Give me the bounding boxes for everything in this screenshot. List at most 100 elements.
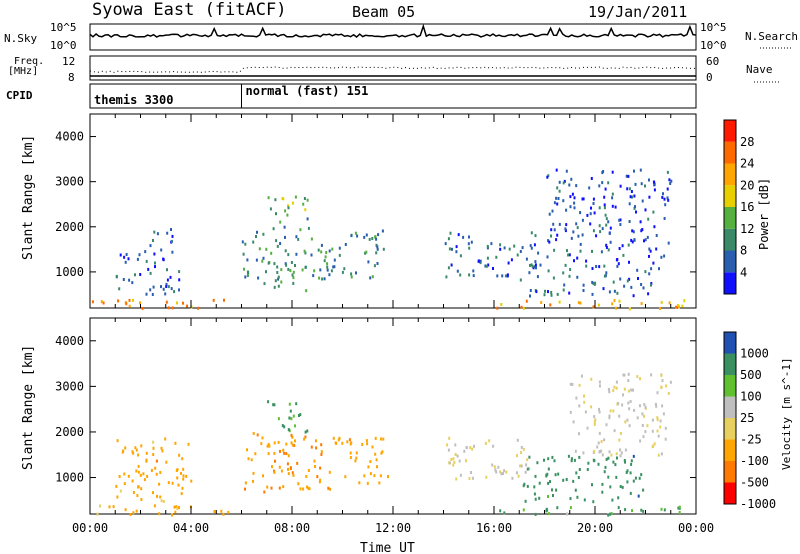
power-cell	[568, 274, 571, 278]
velocity-cell	[146, 474, 149, 478]
velocity-cell	[296, 461, 299, 465]
power-cell	[375, 251, 378, 255]
velocity-cell	[304, 435, 307, 439]
velocity-region	[569, 372, 672, 458]
velocity-cell	[282, 448, 285, 452]
velocity-cell	[268, 444, 271, 448]
velocity-cell	[165, 460, 168, 464]
velocity-cell	[374, 452, 377, 456]
velocity-cell	[590, 405, 593, 409]
power-cell	[500, 303, 503, 306]
power-cell	[626, 279, 629, 283]
power-cell	[377, 233, 380, 237]
velocity-cell	[614, 463, 617, 467]
velocity-cell	[678, 511, 681, 514]
power-cell	[613, 289, 616, 293]
power-cell	[568, 183, 571, 187]
power-cell	[320, 250, 323, 254]
power-cell	[622, 253, 625, 257]
power-cell	[376, 262, 379, 265]
velocity-cell	[586, 468, 589, 471]
beam-label: Beam 05	[352, 3, 415, 21]
velocity-cell	[593, 420, 596, 424]
velocity-cell	[178, 453, 181, 457]
power-cell	[553, 228, 556, 232]
power-cell	[445, 275, 448, 279]
power-cell	[611, 170, 614, 174]
power-cell	[486, 244, 489, 248]
power-cell	[650, 283, 652, 287]
power-cell	[562, 288, 565, 292]
velocity-cell	[643, 414, 645, 418]
velocity-cell	[651, 445, 654, 449]
velocity-cell	[341, 441, 344, 445]
velocity-cell	[152, 453, 155, 456]
velocity-cell	[277, 440, 280, 444]
velocity-cell	[663, 508, 666, 512]
power-colorbar-label: Power [dB]	[757, 178, 771, 250]
velocity-cell	[446, 443, 449, 447]
velocity-cell	[517, 474, 520, 478]
power-cell	[292, 270, 295, 274]
power-cell	[165, 285, 168, 288]
power-cell	[141, 306, 144, 310]
power-cell	[573, 206, 576, 210]
power-cell	[632, 230, 635, 234]
power-cell	[495, 255, 498, 259]
power-cell	[585, 259, 588, 263]
power-cell	[472, 274, 475, 278]
power-region	[241, 226, 331, 293]
velocity-cell	[273, 441, 276, 445]
velocity-cell	[455, 477, 458, 481]
y-tick-label: 2000	[55, 425, 84, 439]
velocity-cell	[227, 510, 230, 514]
velocity-cell	[376, 465, 378, 469]
power-cell	[601, 171, 604, 175]
velocity-cell	[643, 403, 646, 407]
power-cell	[312, 274, 315, 278]
freq-label: Freq.	[14, 56, 44, 67]
velocity-cell	[143, 478, 146, 482]
power-cell	[627, 243, 630, 247]
velocity-cell	[329, 487, 332, 491]
velocity-cell	[607, 387, 610, 391]
velocity-cell	[320, 453, 323, 456]
velocity-cell	[569, 506, 572, 510]
power-cell	[668, 178, 671, 182]
power-cell	[294, 264, 296, 267]
power-cell	[373, 264, 376, 268]
power-cell	[176, 301, 178, 305]
velocity-cell	[502, 472, 504, 475]
velocity-cell	[366, 481, 369, 485]
power-cell	[149, 244, 152, 248]
velocity-cell	[662, 412, 665, 416]
velocity-cell	[599, 384, 601, 388]
power-cell	[644, 184, 646, 188]
velocity-cell	[503, 469, 506, 473]
velocity-cell	[617, 402, 620, 405]
velocity-cell	[552, 494, 554, 497]
power-cell	[147, 267, 150, 271]
velocity-cell	[246, 448, 248, 452]
velocity-cell	[660, 373, 663, 377]
velocity-colorbar-tick: -25	[740, 433, 762, 447]
power-cell	[283, 225, 286, 229]
power-cell	[261, 259, 264, 263]
velocity-cell	[132, 511, 135, 515]
velocity-cell	[633, 408, 636, 412]
power-cell	[600, 250, 603, 254]
power-cell	[658, 267, 660, 271]
power-cell	[548, 240, 551, 244]
velocity-cell	[380, 451, 383, 455]
velocity-cell	[610, 453, 613, 457]
power-cell	[555, 238, 558, 242]
power-cell	[590, 177, 593, 180]
power-cell	[277, 277, 280, 281]
power-cell	[295, 252, 298, 256]
velocity-cell	[140, 498, 143, 501]
velocity-cell	[639, 404, 641, 408]
velocity-cell	[554, 473, 557, 477]
power-region	[519, 263, 660, 298]
power-cell	[628, 260, 630, 264]
cpid-panel	[89, 83, 697, 109]
